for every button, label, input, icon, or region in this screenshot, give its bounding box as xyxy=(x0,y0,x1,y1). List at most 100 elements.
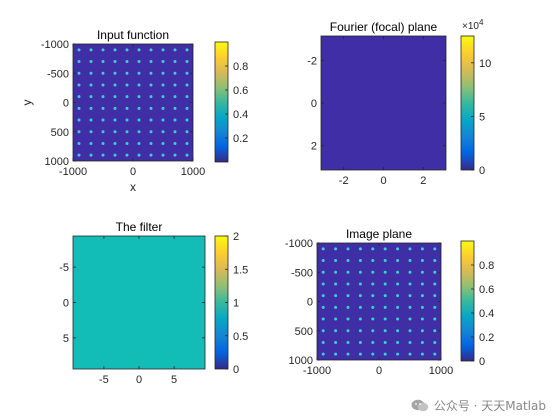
chart-title: Image plane xyxy=(346,227,412,241)
point-source xyxy=(185,60,189,64)
x-tick-label: 0 xyxy=(380,175,386,187)
colorbar-frame xyxy=(214,41,229,163)
point-source xyxy=(358,317,362,321)
x-tick-label: -1000 xyxy=(59,166,87,178)
point-source xyxy=(185,153,189,157)
point-source xyxy=(358,259,362,263)
x-tick-label: 2 xyxy=(420,175,426,187)
x-tick-label: -2 xyxy=(339,175,349,187)
watermark: 公众号 · 天天Matlab xyxy=(411,397,546,414)
colorbar-tick-label: 0 xyxy=(233,364,239,376)
point-source xyxy=(137,71,141,75)
point-source xyxy=(89,83,93,87)
colorbar-tick-label: 5 xyxy=(479,111,485,123)
point-source xyxy=(113,48,117,52)
point-source xyxy=(383,270,387,274)
point-source xyxy=(321,259,325,263)
point-source xyxy=(161,141,165,145)
point-source xyxy=(358,352,362,356)
point-source xyxy=(77,130,81,134)
y-tick-label: 0 xyxy=(63,298,69,310)
point-source xyxy=(101,141,105,145)
point-source xyxy=(137,130,141,134)
colorbar-gradient xyxy=(461,36,474,170)
point-source xyxy=(383,282,387,286)
point-source xyxy=(101,130,105,134)
point-source xyxy=(161,60,165,64)
point-source xyxy=(346,317,350,321)
point-source xyxy=(420,317,424,321)
point-source xyxy=(396,294,400,298)
point-source xyxy=(420,259,424,263)
point-source xyxy=(149,130,153,134)
point-source xyxy=(173,130,177,134)
point-source xyxy=(358,329,362,333)
y-tick-label: -1000 xyxy=(285,238,313,250)
point-source xyxy=(125,141,129,145)
point-source xyxy=(149,153,153,157)
colorbar-gradient xyxy=(215,42,228,162)
point-source xyxy=(173,71,177,75)
colorbar-gradient xyxy=(215,236,228,369)
colorbar-tick-label: 0.2 xyxy=(479,332,494,344)
point-source xyxy=(89,60,93,64)
point-source xyxy=(113,130,117,134)
colorbar-tick-label: 0.4 xyxy=(479,308,494,320)
y-tick-label: 1000 xyxy=(289,355,313,367)
point-source xyxy=(113,141,117,145)
colorbar-tick-label: 0.8 xyxy=(479,260,494,272)
point-source xyxy=(101,118,105,122)
colorbar-tick-label: 0.2 xyxy=(233,133,248,145)
point-source xyxy=(346,305,350,309)
point-source xyxy=(334,294,338,298)
point-source xyxy=(149,83,153,87)
point-source xyxy=(77,48,81,52)
point-source xyxy=(420,294,424,298)
point-source xyxy=(185,118,189,122)
point-source xyxy=(173,83,177,87)
point-source xyxy=(125,130,129,134)
point-source xyxy=(371,282,375,286)
point-source xyxy=(149,48,153,52)
point-source xyxy=(137,106,141,110)
point-source xyxy=(113,71,117,75)
point-source xyxy=(346,329,350,333)
colorbar-tick-label: 1.5 xyxy=(233,264,248,276)
point-source xyxy=(185,141,189,145)
point-source xyxy=(125,118,129,122)
point-source xyxy=(89,48,93,52)
point-source xyxy=(334,282,338,286)
point-source xyxy=(358,305,362,309)
point-source xyxy=(89,118,93,122)
point-source xyxy=(77,106,81,110)
point-source xyxy=(185,71,189,75)
point-source xyxy=(334,329,338,333)
point-source xyxy=(420,247,424,251)
point-source xyxy=(77,71,81,75)
point-source xyxy=(433,317,437,321)
subplot-3: The filter -5 0 5 -5 0 5 0 0.5 1 1.5 2 xyxy=(59,220,248,386)
y-axis-label: y xyxy=(20,100,34,106)
point-source xyxy=(101,60,105,64)
point-source xyxy=(161,95,165,99)
point-source xyxy=(185,106,189,110)
point-source xyxy=(408,270,412,274)
point-source xyxy=(173,48,177,52)
point-source xyxy=(89,71,93,75)
point-source xyxy=(420,305,424,309)
point-source xyxy=(113,83,117,87)
x-tick-label: 0 xyxy=(136,374,142,386)
point-source xyxy=(383,317,387,321)
x-tick-label: -5 xyxy=(99,374,109,386)
point-source xyxy=(408,352,412,356)
point-source xyxy=(101,153,105,157)
point-source xyxy=(149,106,153,110)
point-source xyxy=(396,282,400,286)
subplot-1: Input function-1000 0 1000-1000-5000500100… xyxy=(20,28,248,194)
point-source xyxy=(408,294,412,298)
point-source xyxy=(371,340,375,344)
point-source xyxy=(371,305,375,309)
point-source xyxy=(125,95,129,99)
